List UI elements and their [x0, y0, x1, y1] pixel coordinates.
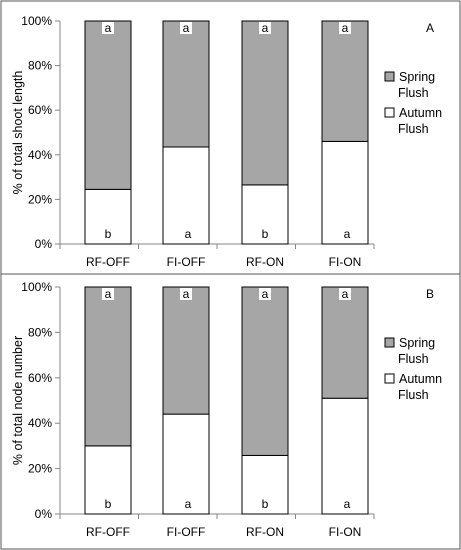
top-significance-letter: a — [183, 21, 190, 35]
bottom-significance-letter: a — [344, 227, 351, 241]
bottom-significance-letter: b — [105, 227, 112, 241]
y-tick-label: 0% — [35, 507, 53, 521]
top-significance-letter: a — [105, 21, 112, 35]
y-tick-label: 80% — [28, 59, 52, 73]
bar-spring-flush — [84, 20, 132, 190]
panel-label: A — [426, 21, 434, 35]
bar-autumn-flush — [162, 146, 210, 245]
bottom-significance-letter: a — [185, 227, 192, 241]
x-tick-label: FI-ON — [329, 255, 362, 269]
top-significance-letter: a — [342, 21, 349, 35]
legend-label-autumn-line: Autumn — [399, 372, 442, 386]
letter-background — [259, 288, 271, 300]
bottom-significance-letter: a — [185, 497, 192, 511]
legend-label-spring-line: Flush — [398, 352, 429, 366]
y-tick-label: 0% — [35, 237, 53, 251]
bar-spring-flush — [162, 20, 210, 148]
bar-autumn-flush — [241, 454, 289, 515]
x-tick-label: FI-OFF — [167, 255, 206, 269]
legend-label-spring-line: Spring — [399, 336, 435, 350]
bottom-significance-letter: b — [262, 227, 269, 241]
top-significance-letter: a — [342, 287, 349, 301]
legend-label-spring: Spring Flush — [398, 70, 435, 100]
bar-autumn-flush — [321, 140, 369, 245]
bar-spring-flush — [162, 286, 210, 415]
panel-a: 0% 20% 40% 60% 80% 100% % of total shoot lengt… — [11, 14, 442, 269]
y-tick-label: 20% — [28, 462, 52, 476]
x-tick-label: FI-ON — [329, 525, 362, 539]
legend-swatch-autumn — [384, 107, 395, 118]
y-axis-label: % of total node number — [11, 336, 25, 465]
legend-label-spring-line: Flush — [398, 86, 429, 100]
bar-spring-flush — [84, 286, 132, 447]
top-significance-letter: a — [262, 21, 269, 35]
letter-background — [339, 22, 351, 34]
legend-label-spring-line: Spring — [399, 70, 435, 84]
bar-autumn-flush — [84, 188, 132, 245]
panel-label: B — [426, 287, 434, 301]
y-tick-label: 100% — [21, 280, 52, 294]
bar-autumn-flush — [241, 184, 289, 245]
legend-label-autumn-line: Autumn — [399, 106, 442, 120]
letter-background — [259, 22, 271, 34]
bar-spring-flush — [241, 20, 289, 186]
top-significance-letter: a — [183, 287, 190, 301]
y-axis-label: % of total shoot length — [11, 71, 25, 195]
bottom-significance-letter: b — [105, 497, 112, 511]
letter-background — [339, 288, 351, 300]
top-significance-letter: a — [105, 287, 112, 301]
bar-autumn-flush — [84, 445, 132, 515]
x-tick-label: FI-OFF — [167, 525, 206, 539]
legend-label-autumn: Autumn Flush — [398, 372, 442, 402]
y-tick-label: 60% — [28, 371, 52, 385]
legend-label-spring: Spring Flush — [398, 336, 435, 366]
y-tick-label: 100% — [21, 14, 52, 28]
x-tick-label: RF-ON — [246, 525, 284, 539]
letter-background — [180, 288, 192, 300]
legend-swatch-spring — [384, 337, 395, 348]
letter-background — [180, 22, 192, 34]
letter-background — [102, 288, 114, 300]
bar-autumn-flush — [321, 397, 369, 515]
legend-label-autumn-line: Flush — [398, 122, 429, 136]
y-tick-label: 20% — [28, 192, 52, 206]
x-tick-label: RF-OFF — [86, 525, 130, 539]
legend-swatch-spring — [384, 71, 395, 82]
panel-b: 0% 20% 40% 60% 80% 100% % of total node number… — [11, 280, 442, 539]
letter-background — [102, 22, 114, 34]
legend-swatch-autumn — [384, 373, 395, 384]
bar-spring-flush — [321, 286, 369, 399]
bar-spring-flush — [241, 286, 289, 456]
bar-spring-flush — [321, 20, 369, 142]
legend-label-autumn-line: Flush — [398, 388, 429, 402]
y-tick-label: 40% — [28, 148, 52, 162]
bar-autumn-flush — [162, 413, 210, 515]
x-tick-label: RF-OFF — [86, 255, 130, 269]
top-significance-letter: a — [262, 287, 269, 301]
y-tick-label: 40% — [28, 416, 52, 430]
y-tick-label: 80% — [28, 325, 52, 339]
x-tick-label: RF-ON — [246, 255, 284, 269]
bottom-significance-letter: b — [262, 497, 269, 511]
legend-label-autumn: Autumn Flush — [398, 106, 442, 136]
bottom-significance-letter: a — [344, 497, 351, 511]
y-tick-label: 60% — [28, 103, 52, 117]
